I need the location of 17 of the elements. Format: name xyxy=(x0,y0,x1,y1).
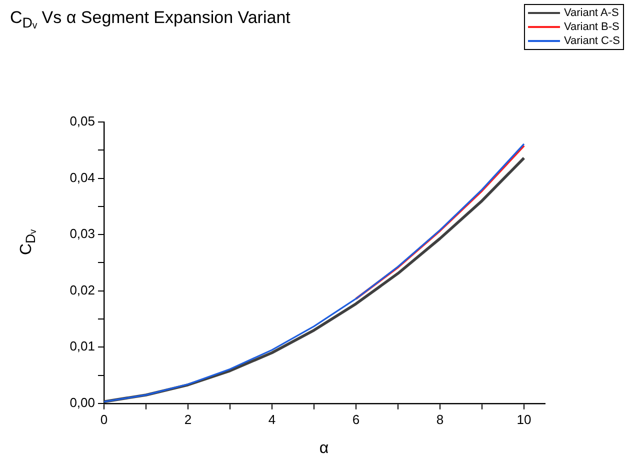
y-tick-label: 0,00 xyxy=(70,394,95,410)
chart-title: C$_{Dᵥ}$ Vs α Segment Expansion Variant xyxy=(10,8,290,32)
x-tick-label: 10 xyxy=(516,412,532,427)
y-tick-label: 0,05 xyxy=(70,114,95,129)
x-tick-label: 0 xyxy=(100,412,108,427)
y-tick-label: 0,02 xyxy=(70,282,95,298)
legend-label: Variant B-S xyxy=(564,21,620,33)
legend-label: Variant A-S xyxy=(564,7,619,19)
legend-label: Variant C-S xyxy=(564,35,620,47)
y-tick-label: 0,04 xyxy=(70,170,95,185)
x-tick-label: 2 xyxy=(184,412,192,427)
x-tick-label: 6 xyxy=(352,412,360,427)
y-tick-label: 0,03 xyxy=(70,226,95,242)
y-tick-label: 0,01 xyxy=(70,338,95,354)
x-tick-label: 8 xyxy=(436,412,444,427)
x-tick-label: 4 xyxy=(268,412,276,427)
x-axis-title: α xyxy=(318,440,330,458)
